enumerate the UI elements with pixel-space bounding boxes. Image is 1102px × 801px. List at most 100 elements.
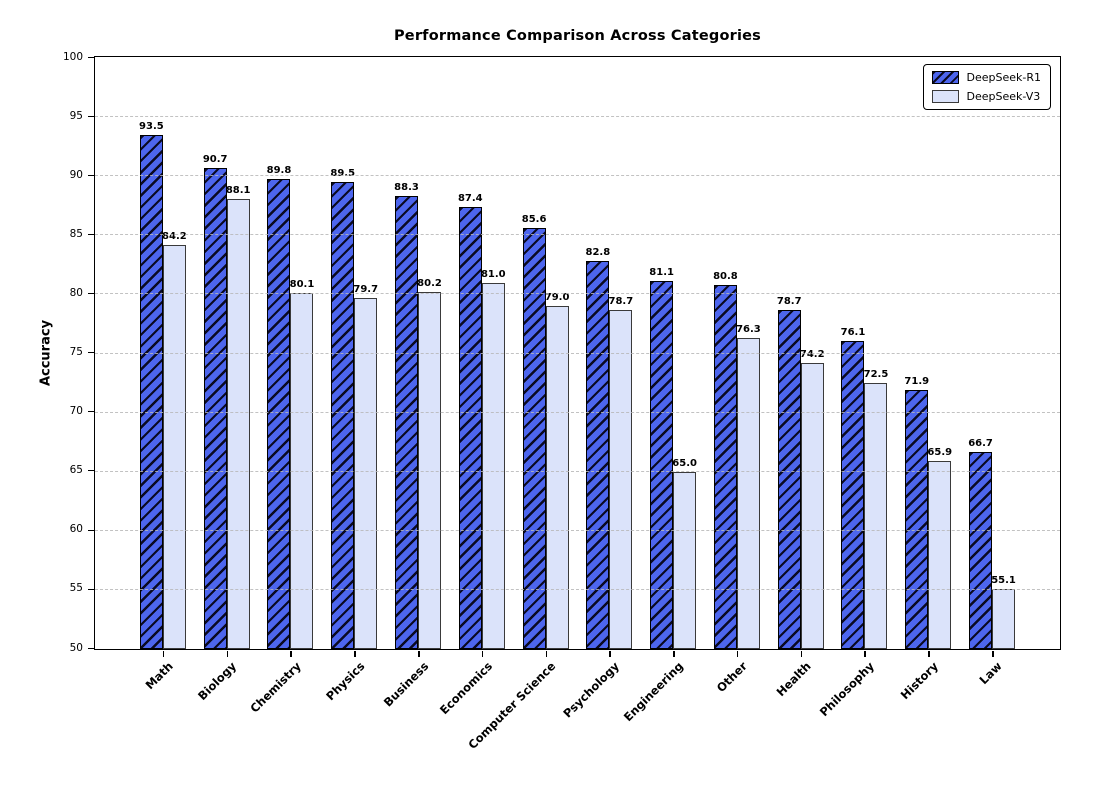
x-tick-label-economics: Economics (436, 659, 495, 718)
category-group-business: 88.3 80.2 Business (380, 57, 450, 709)
y-tick-mark-80 (88, 293, 94, 295)
bar-value-label-deepseek-v3-engineering: 65.0 (672, 457, 697, 469)
bar-deepseek-v3-history: 65.9 (927, 447, 952, 649)
category-group-economics: 87.4 81.0 Economics (437, 57, 514, 717)
y-tick-label-50: 50 (69, 641, 83, 654)
y-tick-label-85: 85 (69, 227, 83, 240)
x-tick-mark-computer-science (545, 651, 548, 657)
bar-deepseek-r1-law: 66.7 (968, 438, 993, 649)
x-tick-mark-philosophy (864, 651, 866, 657)
x-tick-label-physics: Physics (322, 659, 368, 704)
bar-value-label-deepseek-v3-math: 84.2 (162, 230, 187, 242)
bar-value-label-deepseek-r1-health: 78.7 (776, 295, 802, 307)
x-tick-mark-history (928, 651, 930, 657)
bar-value-label-deepseek-r1-engineering: 81.1 (649, 267, 674, 279)
bar-value-label-deepseek-v3-law: 55.1 (991, 574, 1016, 586)
y-tick-label-100: 100 (62, 50, 83, 63)
x-tick-mark-math (162, 651, 165, 657)
y-tick-label-65: 65 (69, 464, 83, 477)
y-tick-mark-85 (88, 234, 94, 236)
x-tick-mark-physics (354, 651, 356, 657)
x-tick-mark-chemistry (290, 651, 292, 657)
bar-deepseek-r1-psychology: 82.8 (586, 247, 610, 649)
y-tick-mark-65 (88, 470, 94, 472)
bar-deepseek-v3-business: 80.2 (417, 278, 442, 649)
x-tick-label-business: Business (380, 659, 431, 710)
bar-value-label-deepseek-r1-chemistry: 89.8 (266, 164, 292, 176)
legend-swatch-v3-icon (931, 90, 959, 103)
category-group-health: 78.7 74.2 Health (769, 57, 833, 699)
bar-value-label-deepseek-v3-computer-science: 79.0 (544, 292, 570, 304)
bar-deepseek-v3-health: 74.2 (800, 349, 825, 649)
legend-label-v3: DeepSeek-V3 (966, 90, 1041, 103)
y-tick-mark-75 (88, 352, 94, 354)
bar-value-label-deepseek-v3-economics: 81.0 (480, 268, 506, 280)
x-tick-label-other: Other (713, 659, 750, 696)
x-tick-label-psychology: Psychology (560, 659, 623, 721)
category-group-history: 71.9 65.9 History (896, 57, 960, 702)
legend-label-r1: DeepSeek-R1 (966, 71, 1042, 84)
x-tick-mark-economics (481, 651, 484, 657)
category-group-physics: 89.5 79.7 Physics (322, 57, 386, 703)
x-tick-label-philosophy: Philosophy (817, 659, 878, 720)
bar-deepseek-r1-philosophy: 76.1 (841, 327, 865, 649)
bar-value-label-deepseek-v3-other: 76.3 (736, 324, 761, 336)
x-tick-mark-other (736, 651, 739, 657)
category-group-math: 93.5 84.2 Math (131, 57, 195, 692)
bar-deepseek-v3-chemistry: 80.1 (290, 279, 314, 649)
bar-value-label-deepseek-r1-biology: 90.7 (202, 153, 228, 165)
bar-deepseek-v3-physics: 79.7 (353, 284, 378, 649)
bar-value-label-deepseek-r1-other: 80.8 (713, 270, 738, 282)
bar-deepseek-v3-math: 84.2 (162, 231, 187, 649)
bar-deepseek-v3-economics: 81.0 (481, 269, 506, 649)
y-tick-mark-50 (88, 647, 94, 649)
x-tick-label-biology: Biology (195, 659, 240, 703)
bar-deepseek-r1-math: 93.5 (139, 121, 164, 649)
category-group-philosophy: 76.1 72.5 Philosophy (817, 57, 897, 720)
x-tick-label-law: Law (976, 659, 1005, 688)
legend-item-deepseek-r1: DeepSeek-R1 (931, 71, 1042, 84)
bar-deepseek-r1-chemistry: 89.8 (267, 165, 291, 649)
legend-swatch-r1-hatched-icon (931, 71, 959, 84)
bar-deepseek-v3-other: 76.3 (736, 324, 761, 649)
bar-deepseek-r1-computer-science: 85.6 (522, 214, 546, 649)
chart-title: Performance Comparison Across Categories (393, 28, 762, 44)
y-tick-mark-70 (88, 411, 94, 413)
bar-deepseek-v3-biology: 88.1 (226, 185, 251, 649)
x-tick-mark-engineering (673, 651, 675, 657)
category-group-law: 66.7 55.1 Law (960, 57, 1024, 687)
bar-value-label-deepseek-v3-business: 80.2 (417, 278, 442, 290)
bar-deepseek-r1-health: 78.7 (777, 296, 802, 649)
bar-deepseek-r1-biology: 90.7 (203, 154, 228, 649)
y-tick-label-95: 95 (69, 109, 83, 122)
category-group-other: 80.8 76.3 Other (705, 57, 769, 695)
y-tick-label-80: 80 (69, 286, 83, 299)
bar-value-label-deepseek-r1-physics: 89.5 (330, 168, 356, 180)
bar-deepseek-r1-other: 80.8 (713, 271, 738, 649)
y-tick-label-60: 60 (69, 523, 83, 536)
x-tick-mark-health (800, 651, 803, 657)
y-tick-label-90: 90 (69, 168, 83, 181)
bar-value-label-deepseek-v3-chemistry: 80.1 (289, 279, 315, 291)
bar-value-label-deepseek-v3-history: 65.9 (927, 447, 953, 459)
y-tick-mark-90 (88, 174, 94, 176)
bar-value-label-deepseek-r1-business: 88.3 (394, 182, 419, 194)
bar-deepseek-r1-physics: 89.5 (330, 168, 355, 649)
bar-value-label-deepseek-r1-computer-science: 85.6 (521, 214, 547, 226)
x-tick-mark-business (418, 651, 420, 657)
y-tick-mark-100 (88, 56, 94, 58)
bar-value-label-deepseek-v3-psychology: 78.7 (608, 295, 634, 307)
x-tick-label-history: History (898, 659, 942, 703)
plot-area: 93.5 84.2 Math 90.7 88.1 Biology 89.8 80.1 Chemi… (94, 56, 1061, 752)
bar-deepseek-v3-engineering: 65.0 (672, 458, 697, 649)
x-tick-mark-psychology (609, 651, 611, 657)
bar-deepseek-v3-computer-science: 79.0 (545, 292, 569, 649)
x-tick-mark-law (992, 651, 994, 657)
bar-value-label-deepseek-v3-philosophy: 72.5 (863, 369, 889, 381)
y-tick-label-70: 70 (69, 405, 83, 418)
x-tick-mark-biology (226, 651, 229, 657)
bar-value-label-deepseek-r1-economics: 87.4 (457, 192, 483, 204)
category-group-biology: 90.7 88.1 Biology (195, 57, 259, 703)
category-group-chemistry: 89.8 80.1 Chemistry (247, 57, 323, 716)
